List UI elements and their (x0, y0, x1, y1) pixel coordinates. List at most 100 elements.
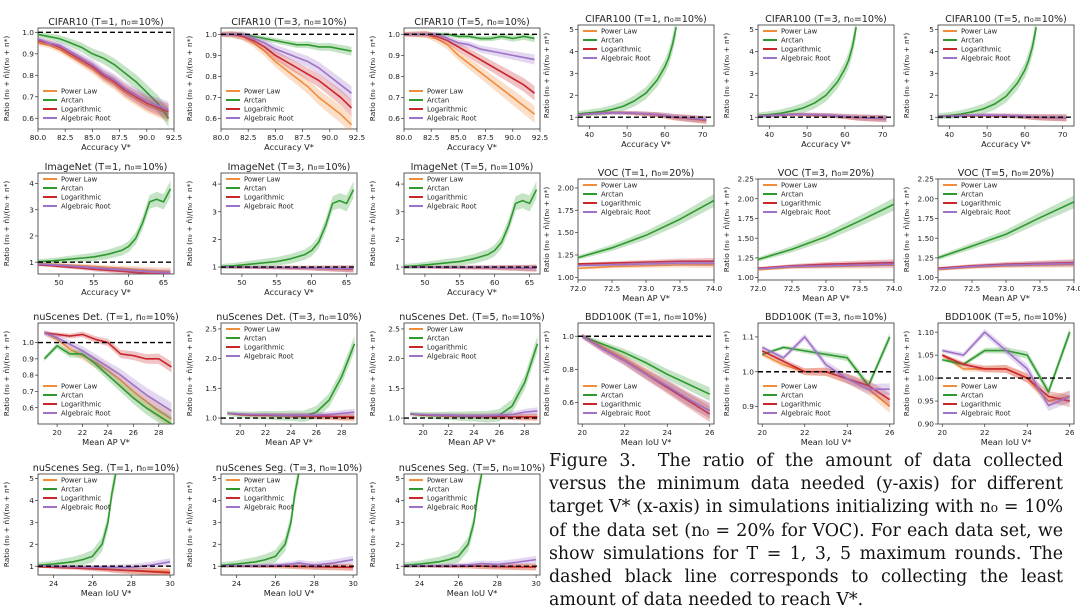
y-tick-label: 1.75 (738, 214, 755, 223)
y-tick-label: 1.05 (918, 351, 935, 360)
legend-label: Arctan (961, 191, 983, 199)
legend-label: Algebraic Root (781, 209, 831, 217)
legend-label: Algebraic Root (427, 203, 477, 211)
legend-label: Arctan (61, 486, 83, 494)
y-tick-label: 2 (212, 235, 217, 244)
legend-label: Power Law (244, 88, 281, 96)
y-axis-label: Ratio (n₀ + n̂)/(n₀ + n*) (542, 187, 551, 273)
y-axis-label: Ratio (n₀ + n̂)/(n₀ + n*) (2, 331, 11, 417)
x-axis-label: Accuracy V* (264, 287, 314, 297)
legend-label: Logarithmic (601, 46, 641, 54)
x-tick-label: 28 (337, 428, 347, 437)
legend-label: Logarithmic (961, 46, 1001, 54)
x-tick-label: 92.5 (166, 133, 183, 142)
x-axis-label: Accuracy V* (447, 287, 497, 297)
y-tick-label: 2 (29, 540, 34, 549)
legend-label: Logarithmic (61, 106, 101, 114)
legend-label: Logarithmic (244, 106, 284, 114)
x-axis-label: Mean AP V* (982, 293, 1030, 303)
y-tick-label: 0.6 (388, 114, 400, 123)
legend-label: Power Law (244, 477, 281, 485)
x-tick-label: 26 (1065, 428, 1075, 437)
legend-label: Algebraic Root (427, 353, 477, 361)
legend-label: Power Law (601, 182, 638, 190)
x-tick-label: 60 (1020, 130, 1030, 139)
y-tick-label: 1.0 (388, 30, 400, 39)
legend-label: Power Law (61, 383, 98, 391)
legend-label: Logarithmic (244, 495, 284, 503)
x-tick-label: 24 (103, 428, 113, 437)
x-tick-label: 72.0 (750, 284, 767, 293)
x-tick-label: 87.5 (294, 133, 311, 142)
legend-label: Logarithmic (61, 401, 101, 409)
legend-label: Algebraic Root (961, 410, 1011, 418)
legend-label: Power Law (244, 326, 281, 334)
y-tick-label: 2 (395, 540, 400, 549)
chart-title: ImageNet (T=3, n₀=10%) (228, 162, 351, 173)
legend-label: Algebraic Root (601, 209, 651, 217)
y-axis-label: Ratio (n₀ + n̂)/(n₀ + n*) (2, 36, 11, 122)
legend-label: Logarithmic (601, 401, 641, 409)
y-tick-label: 1 (395, 562, 400, 571)
y-tick-label: 2.5 (205, 325, 217, 334)
y-tick-label: 0.9 (742, 402, 754, 411)
x-axis-label: Accuracy V* (447, 142, 497, 152)
chart-title: ImageNet (T=5, n₀=10%) (411, 162, 534, 173)
y-tick-label: 0.7 (22, 387, 34, 396)
x-tick-label: 73.0 (638, 284, 655, 293)
x-tick-label: 60 (840, 130, 850, 139)
legend-label: Arctan (61, 185, 83, 193)
x-axis-label: Mean IoU V* (621, 437, 672, 447)
x-tick-label: 80.0 (30, 133, 47, 142)
chart-title: ImageNet (T=1, n₀=10%) (45, 162, 168, 173)
x-tick-label: 26 (885, 428, 895, 437)
x-tick-label: 24 (232, 579, 242, 588)
plot-frame (221, 323, 357, 424)
legend-label: Power Law (427, 88, 464, 96)
y-axis-label: Ratio (n₀ + n̂)/(n₀ + n*) (185, 482, 194, 568)
x-tick-label: 20 (235, 428, 245, 437)
y-tick-label: 3 (395, 518, 400, 527)
legend-label: Arctan (961, 392, 983, 400)
y-tick-label: 0.9 (205, 51, 217, 60)
y-tick-label: 2.5 (388, 325, 400, 334)
x-tick-label: 85.0 (267, 133, 284, 142)
legend-label: Arctan (427, 97, 449, 105)
x-axis-label: Mean AP V* (265, 437, 313, 447)
y-tick-label: 1.25 (918, 254, 935, 263)
legend-label: Algebraic Root (781, 410, 831, 418)
chart-title: CIFAR10 (T=3, n₀=10%) (231, 17, 347, 28)
legend-label: Algebraic Root (961, 209, 1011, 217)
x-tick-label: 73.5 (1032, 284, 1049, 293)
y-tick-label: 1.50 (738, 234, 755, 243)
y-tick-label: 4 (29, 179, 34, 188)
x-tick-label: 50 (237, 278, 247, 287)
x-tick-label: 92.5 (349, 133, 366, 142)
legend-label: Algebraic Root (781, 55, 831, 63)
y-axis-label: Ratio (n₀ + n̂)/(n₀ + n*) (185, 331, 194, 417)
y-axis-label: Ratio (n₀ + n̂)/(n₀ + n*) (722, 33, 731, 119)
chart-title: CIFAR100 (T=1, n₀=10%) (585, 14, 707, 25)
y-tick-label: 1.0 (742, 367, 754, 376)
legend-label: Algebraic Root (61, 410, 111, 418)
x-tick-label: 65 (159, 278, 169, 287)
y-tick-label: 5 (749, 25, 754, 34)
x-tick-label: 28 (154, 428, 164, 437)
y-tick-label: 5 (29, 474, 34, 483)
